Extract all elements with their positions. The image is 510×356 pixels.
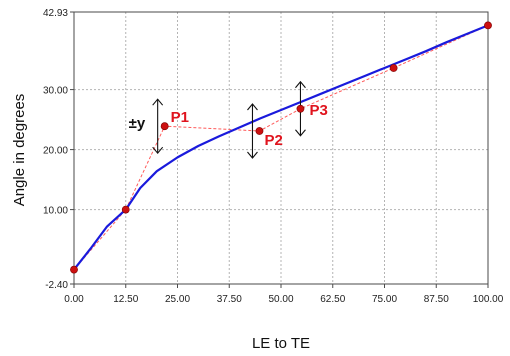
offset-arrow [247, 103, 258, 159]
x-tick-label: 0.00 [64, 294, 84, 305]
x-tick-label: 87.50 [424, 294, 449, 305]
control-point [296, 104, 305, 113]
control-point [255, 127, 264, 135]
x-axis-title: LE to TE [252, 335, 310, 352]
y-axis-title: Angle in degrees [11, 94, 28, 207]
x-tick-label: 100.00 [473, 294, 504, 305]
y-tick-label: 42.93 [43, 8, 68, 19]
point-labels: P1 P2 P3 ±y [129, 102, 328, 149]
control-point [70, 265, 78, 274]
x-tick-label: 50.00 [268, 294, 293, 305]
x-axis-ticks: 0.00 12.50 25.00 37.50 50.00 62.50 75.00 87.50 1… [64, 284, 504, 305]
x-tick-label: 25.00 [165, 294, 190, 305]
x-tick-label: 12.50 [113, 294, 138, 305]
curve [73, 24, 489, 271]
x-tick-label: 62.50 [320, 294, 345, 305]
control-point [389, 64, 398, 72]
control-points [70, 21, 492, 274]
point-label-p3: P3 [309, 102, 327, 119]
y-tick-label: -2.40 [45, 280, 68, 291]
y-tick-label: 10.00 [43, 206, 68, 217]
offset-arrow [152, 98, 164, 155]
control-point [160, 122, 169, 131]
curve-line [73, 24, 489, 271]
y-axis-ticks: -2.40 10.00 20.00 30.00 42.93 [43, 8, 74, 291]
point-label-p1: P1 [171, 109, 189, 126]
control-point [484, 21, 492, 30]
control-point [121, 205, 130, 214]
x-tick-label: 37.50 [217, 294, 242, 305]
y-tick-label: 30.00 [43, 86, 68, 97]
offset-label: ±y [129, 115, 146, 132]
point-label-p2: P2 [264, 132, 282, 149]
x-tick-label: 75.00 [372, 294, 397, 305]
y-tick-label: 20.00 [43, 146, 68, 157]
grid [74, 12, 488, 284]
